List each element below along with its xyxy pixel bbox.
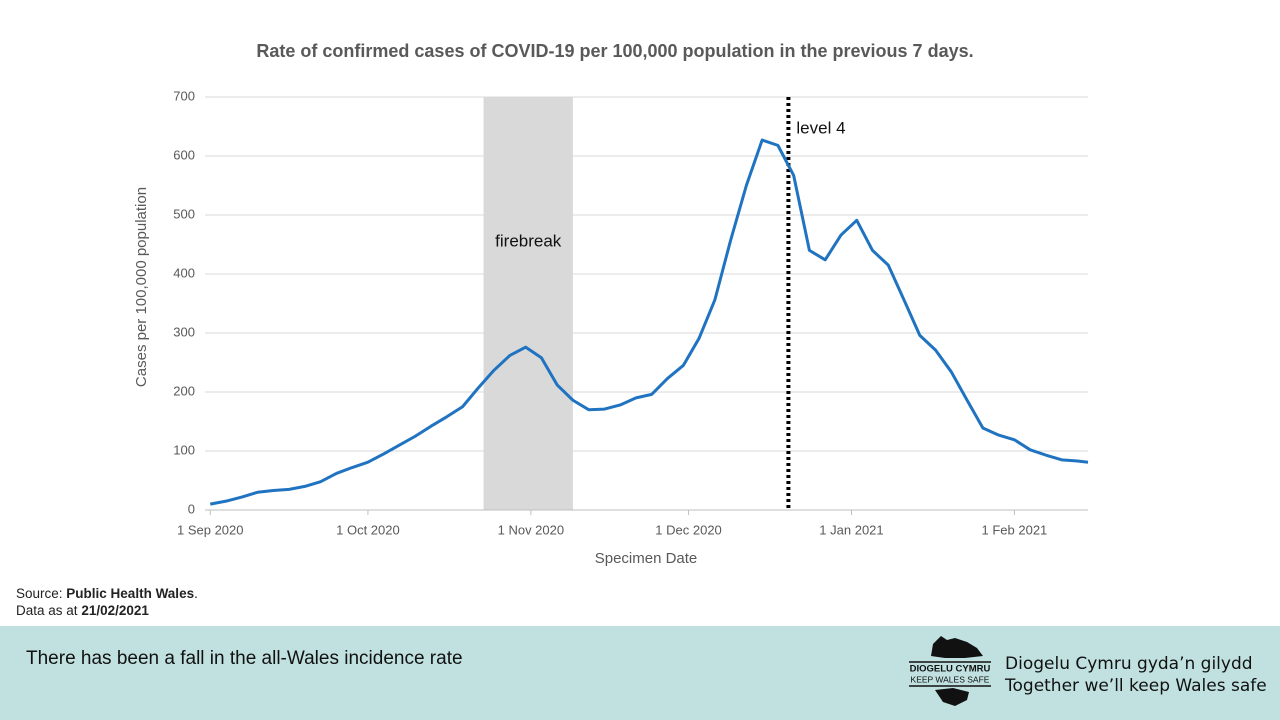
y-tick-label: 200 <box>173 383 195 398</box>
logo-top: DIOGELU CYMRU <box>910 664 991 675</box>
footer-band: There has been a fall in the all-Wales i… <box>0 626 1280 720</box>
x-tick-label: 1 Sep 2020 <box>177 522 244 537</box>
logo: DIOGELU CYMRU KEEP WALES SAFE <box>909 636 991 706</box>
logo-dragon <box>931 636 983 658</box>
x-tick-label: 1 Dec 2020 <box>655 522 722 537</box>
x-tick-label: 1 Feb 2021 <box>982 522 1048 537</box>
y-tick-label: 600 <box>173 147 195 162</box>
source-prefix: Source: <box>16 586 63 601</box>
x-axis-label: Specimen Date <box>595 550 698 567</box>
y-tick-label: 500 <box>173 206 195 221</box>
data-date: 21/02/2021 <box>81 603 149 618</box>
x-tick-label: 1 Nov 2020 <box>498 522 565 537</box>
firebreak-band <box>483 97 573 510</box>
chart: Rate of confirmed cases of COVID-19 per … <box>133 41 1089 567</box>
series-line <box>209 138 1089 506</box>
tagline-en: Together we’ll keep Wales safe <box>1005 676 1267 696</box>
source-name: Public Health Wales <box>66 586 195 601</box>
source-suffix: . <box>194 586 198 601</box>
logo-map <box>935 688 969 706</box>
y-axis-label: Cases per 100,000 population <box>133 187 150 387</box>
source: Source: Public Health Wales. Data as at … <box>16 585 198 619</box>
x-tick-label: 1 Oct 2020 <box>336 522 400 537</box>
x-tick-label: 1 Jan 2021 <box>819 522 883 537</box>
y-tick-label: 700 <box>173 88 195 103</box>
y-tick-label: 400 <box>173 265 195 280</box>
tagline-cy: Diogelu Cymru gyda’n gilydd <box>1005 654 1253 674</box>
chart-title: Rate of confirmed cases of COVID-19 per … <box>256 41 973 61</box>
logo-bottom: KEEP WALES SAFE <box>911 674 990 684</box>
footer-message: There has been a fall in the all-Wales i… <box>26 648 463 669</box>
y-tick-label: 100 <box>173 442 195 457</box>
band-label: firebreak <box>495 231 562 250</box>
date-prefix: Data as at <box>16 603 78 618</box>
y-tick-label: 0 <box>188 501 195 516</box>
vline-label: level 4 <box>796 118 845 137</box>
y-tick-label: 300 <box>173 324 195 339</box>
